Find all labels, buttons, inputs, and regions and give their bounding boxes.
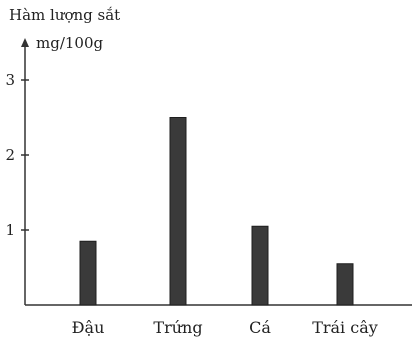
y-tick-label: 2 [5,146,15,164]
bar-2 [169,117,187,306]
y-axis-unit: mg/100g [36,34,104,52]
bar-1 [79,240,97,306]
bar-4 [336,263,354,306]
y-tick-label: 3 [5,71,15,89]
y-axis-label: Hàm lượng sắt [9,6,121,24]
x-tick-label: Trái cây [312,318,378,337]
y-axis-arrow [21,38,29,47]
y-tick-label: 1 [5,221,15,239]
x-tick-label: Trứng [153,318,202,337]
bar-3 [251,225,269,306]
x-tick-label: Đậu [72,318,105,337]
x-tick-label: Cá [249,318,271,337]
